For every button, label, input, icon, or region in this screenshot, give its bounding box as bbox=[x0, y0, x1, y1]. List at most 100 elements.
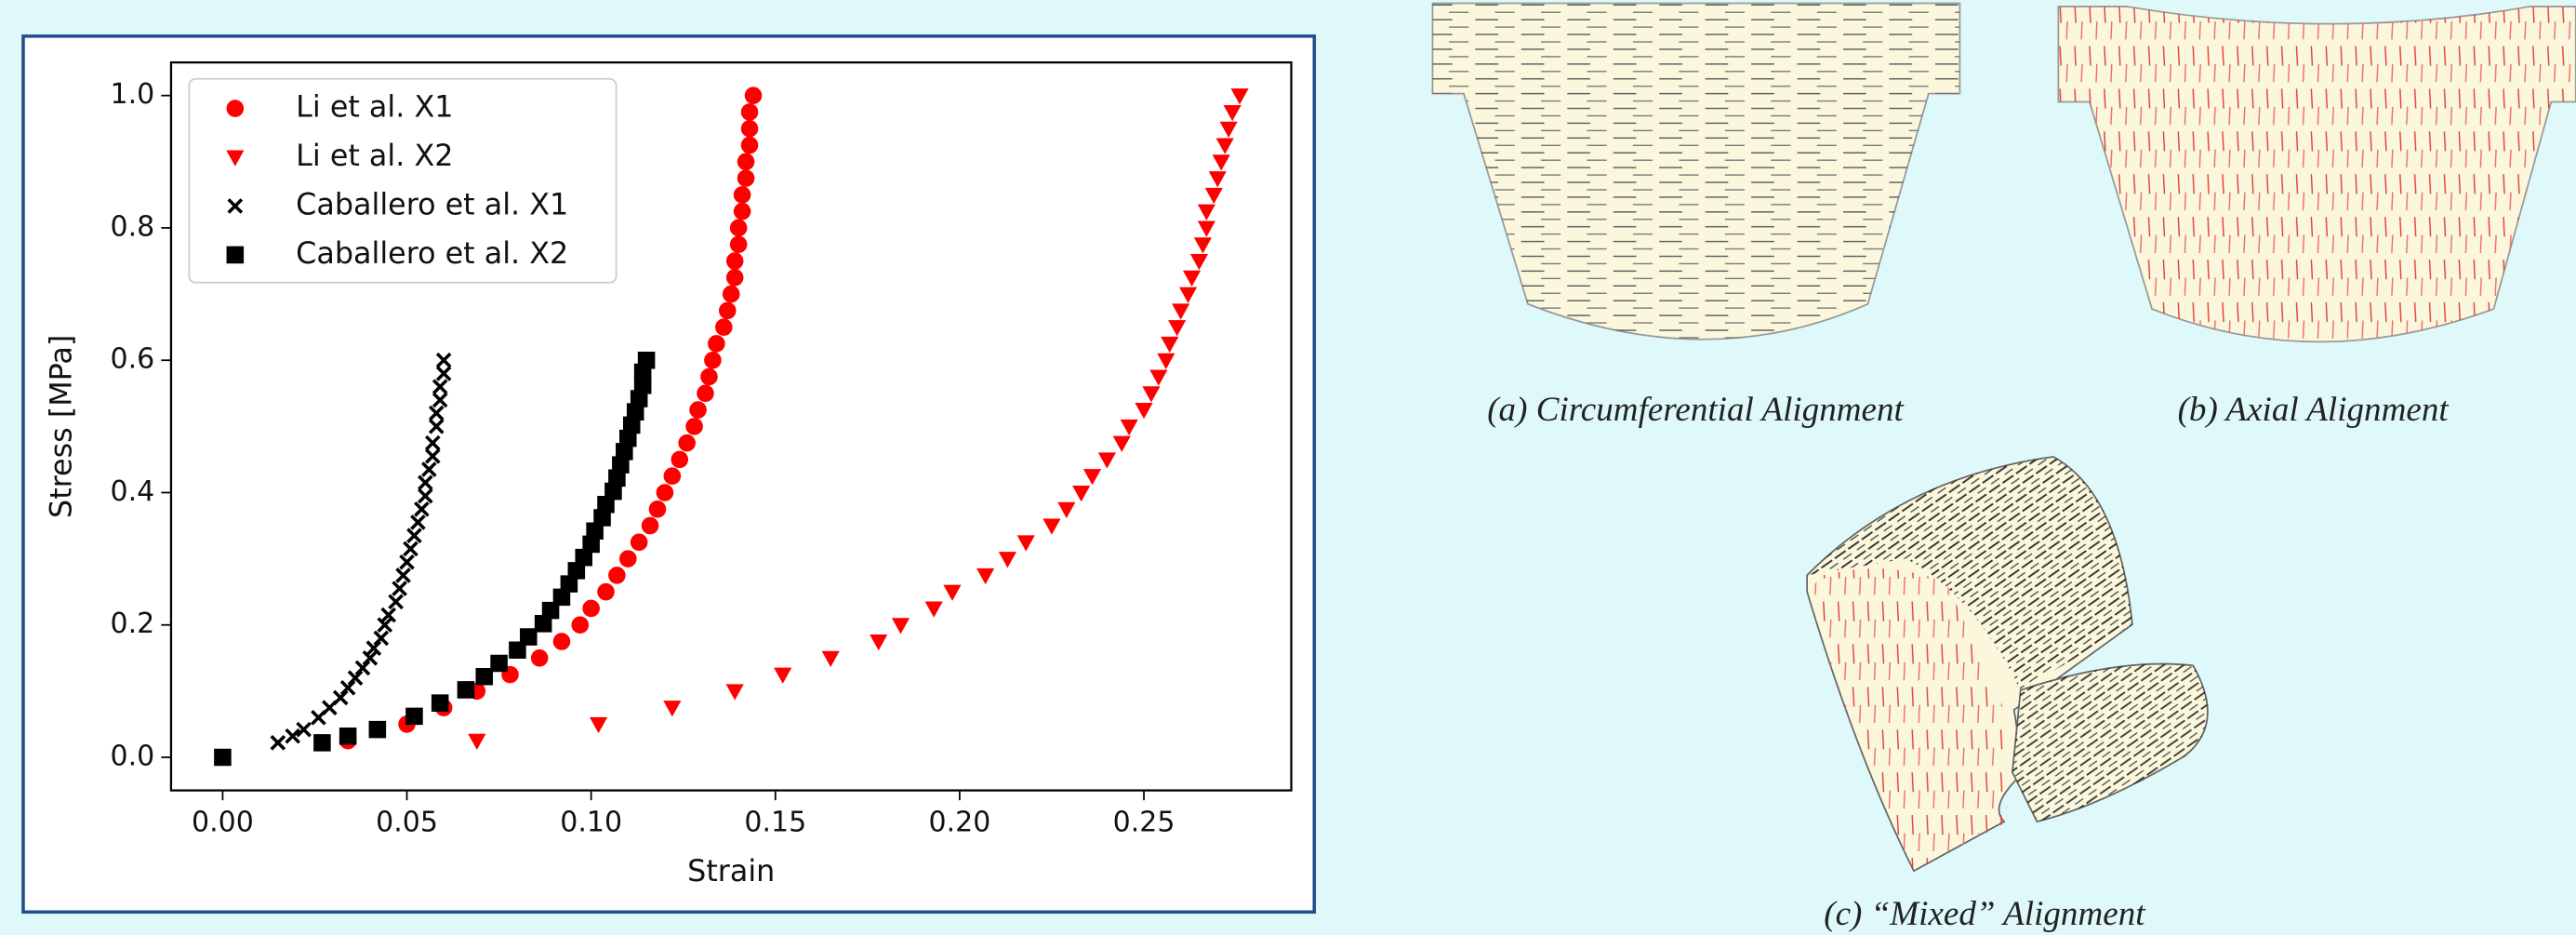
data-point bbox=[362, 649, 378, 666]
data-point bbox=[689, 401, 707, 419]
data-point bbox=[1193, 237, 1213, 254]
data-point bbox=[719, 301, 737, 320]
data-point bbox=[715, 318, 733, 336]
data-point bbox=[725, 252, 744, 270]
legend-marker bbox=[226, 150, 245, 167]
data-point bbox=[406, 528, 422, 544]
y-tick-label: 0.4 bbox=[111, 475, 155, 508]
data-point bbox=[725, 269, 744, 287]
data-point bbox=[744, 87, 763, 104]
data-point bbox=[1161, 336, 1179, 354]
data-point bbox=[976, 568, 995, 585]
data-point bbox=[1179, 287, 1198, 303]
data-point bbox=[424, 434, 441, 451]
legend-label: Li et al. X1 bbox=[296, 90, 453, 125]
data-point bbox=[571, 616, 590, 634]
legend-label: Li et al. X2 bbox=[296, 139, 453, 173]
data-point bbox=[740, 119, 759, 138]
data-point bbox=[1142, 386, 1161, 403]
data-point bbox=[395, 568, 411, 583]
data-point bbox=[641, 516, 659, 535]
data-point bbox=[697, 384, 714, 403]
data-point bbox=[520, 628, 538, 646]
data-point bbox=[475, 667, 494, 686]
data-point bbox=[368, 720, 387, 739]
data-point bbox=[332, 689, 349, 706]
data-point bbox=[1189, 254, 1209, 271]
y-tick-label: 0.0 bbox=[111, 741, 155, 773]
data-point bbox=[1208, 171, 1227, 188]
data-point bbox=[1168, 320, 1187, 337]
data-point bbox=[392, 581, 407, 596]
y-axis-label: Stress [MPa] bbox=[44, 335, 78, 518]
data-point bbox=[1182, 270, 1202, 287]
caption: (c) “Mixed” Alignment bbox=[1824, 895, 2146, 933]
data-point bbox=[685, 418, 703, 435]
data-point bbox=[399, 554, 415, 570]
x-tick-label: 0.15 bbox=[744, 806, 806, 838]
data-point bbox=[410, 514, 426, 530]
data-point bbox=[1157, 353, 1175, 369]
y-tick-label: 0.2 bbox=[111, 608, 155, 640]
data-point bbox=[347, 670, 364, 686]
data-point bbox=[377, 617, 393, 634]
y-tick-label: 0.8 bbox=[111, 210, 155, 243]
data-point bbox=[663, 467, 682, 485]
x-tick-label: 0.25 bbox=[1113, 806, 1175, 838]
data-point bbox=[1112, 435, 1131, 452]
data-point bbox=[1042, 518, 1061, 535]
data-point bbox=[432, 379, 448, 394]
data-point bbox=[737, 153, 755, 171]
legend-box bbox=[188, 77, 617, 284]
data-point bbox=[998, 552, 1017, 568]
data-point bbox=[1172, 303, 1190, 320]
data-point bbox=[1223, 104, 1242, 122]
data-point bbox=[1197, 220, 1215, 237]
data-point bbox=[270, 735, 286, 751]
data-point bbox=[733, 202, 751, 220]
data-point bbox=[590, 716, 608, 734]
data-point bbox=[428, 405, 445, 421]
data-point bbox=[943, 584, 962, 601]
diagram-c: (c) “Mixed” Alignment bbox=[1806, 456, 2209, 933]
data-point bbox=[774, 667, 792, 684]
data-point bbox=[821, 650, 840, 668]
data-point bbox=[700, 367, 718, 386]
data-point bbox=[656, 484, 674, 501]
data-point bbox=[1135, 403, 1153, 420]
data-point bbox=[1149, 369, 1168, 386]
y-tick-label: 1.0 bbox=[111, 78, 155, 111]
data-point bbox=[678, 434, 696, 452]
data-point bbox=[388, 594, 404, 610]
x-tick-label: 0.10 bbox=[560, 806, 622, 838]
data-point bbox=[733, 186, 751, 204]
data-point bbox=[403, 541, 418, 557]
data-point bbox=[405, 707, 423, 726]
data-point bbox=[582, 599, 600, 618]
data-point bbox=[924, 601, 943, 618]
legend-label: Caballero et al. X2 bbox=[296, 236, 568, 271]
data-point bbox=[428, 419, 445, 434]
data-point bbox=[313, 734, 331, 752]
data-point bbox=[339, 680, 356, 696]
data-point bbox=[729, 235, 748, 253]
legend-marker bbox=[227, 198, 244, 214]
x-tick-label: 0.20 bbox=[928, 806, 990, 838]
x-tick-label: 0.05 bbox=[376, 806, 438, 838]
data-point bbox=[339, 727, 357, 745]
data-point bbox=[285, 728, 301, 744]
data-point bbox=[373, 630, 390, 647]
data-point bbox=[740, 103, 759, 121]
data-point bbox=[435, 366, 452, 381]
legend-marker bbox=[226, 246, 245, 264]
caption: (b) Axial Alignment bbox=[2178, 391, 2450, 429]
data-point bbox=[418, 488, 433, 504]
data-point bbox=[214, 748, 232, 767]
data-point bbox=[1197, 204, 1215, 220]
data-point bbox=[380, 607, 397, 623]
data-point bbox=[490, 654, 508, 673]
diagram-b: (b) Axial Alignment bbox=[2057, 6, 2576, 429]
data-point bbox=[431, 694, 449, 712]
data-point bbox=[891, 618, 910, 634]
